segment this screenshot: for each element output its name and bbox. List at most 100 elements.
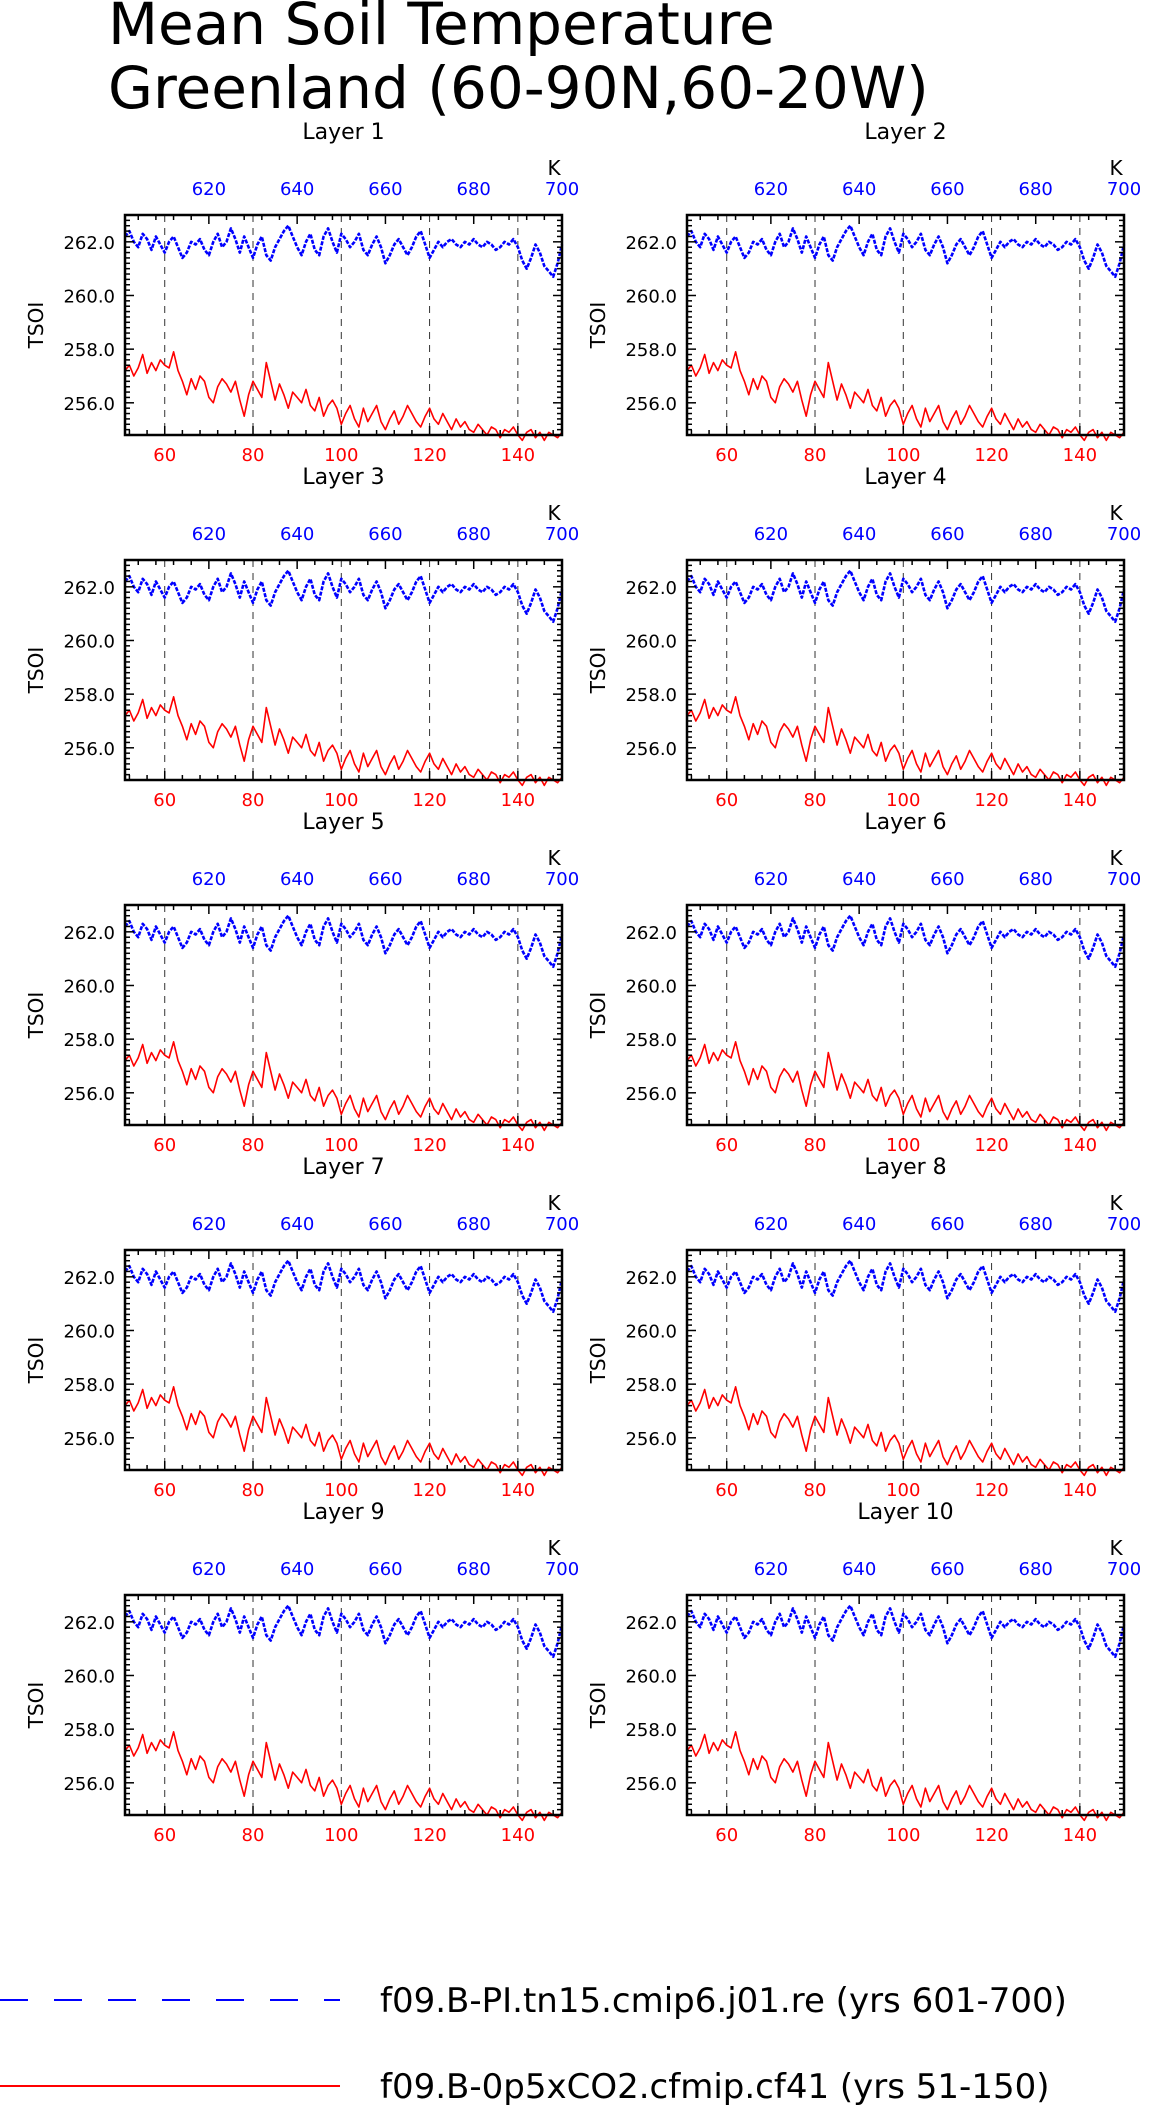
y-tick-label: 260.0 — [63, 976, 115, 997]
y-tick-label: 262.0 — [625, 578, 677, 599]
top-x-tick-label: 640 — [280, 179, 314, 200]
top-x-tick-label: 640 — [280, 869, 314, 890]
y-tick-label: 256.0 — [63, 394, 115, 415]
y-tick-label: 258.0 — [63, 1720, 115, 1741]
top-x-tick-label: 620 — [192, 179, 226, 200]
plot-frame — [685, 213, 1126, 437]
top-x-tick-label: 620 — [754, 1214, 788, 1235]
y-tick-label: 256.0 — [625, 394, 677, 415]
top-x-tick-label: 660 — [368, 1214, 402, 1235]
panel-title: Layer 4 — [864, 465, 946, 490]
x-tick-label: 60 — [715, 1135, 738, 1156]
y-tick-label: 256.0 — [63, 1084, 115, 1105]
y-tick-label: 256.0 — [63, 1429, 115, 1450]
x-tick-label: 60 — [153, 1135, 176, 1156]
y-tick-label: 258.0 — [625, 1720, 677, 1741]
x-tick-label: 60 — [153, 1480, 176, 1501]
panel-title: Layer 7 — [302, 1155, 384, 1180]
x-tick-label: 60 — [715, 445, 738, 466]
y-tick-label: 260.0 — [63, 631, 115, 652]
panel-layer-9: Layer 9 256.0 258.0 260.0 262.0 TSOI 60 80 100 12… — [24, 1500, 579, 1846]
x-tick-label: 140 — [1063, 1135, 1097, 1156]
x-tick-label: 120 — [974, 790, 1008, 811]
y-axis-label: TSOI — [24, 302, 48, 350]
y-axis-label: TSOI — [24, 1682, 48, 1730]
top-x-tick-label: 680 — [457, 179, 491, 200]
x-tick-label: 140 — [501, 1480, 535, 1501]
y-tick-label: 262.0 — [625, 1268, 677, 1289]
x-tick-label: 120 — [974, 445, 1008, 466]
x-tick-label: 100 — [324, 445, 358, 466]
x-tick-label: 120 — [412, 1825, 446, 1846]
series-line-co2 — [124, 350, 563, 442]
y-tick-label: 256.0 — [63, 739, 115, 760]
x-tick-label: 80 — [804, 790, 827, 811]
y-tick-label: 258.0 — [625, 340, 677, 361]
panel-title: Layer 5 — [302, 810, 384, 835]
y-axis-label: TSOI — [586, 1337, 610, 1385]
x-tick-label: 80 — [242, 445, 265, 466]
top-x-tick-label: 660 — [368, 179, 402, 200]
x-tick-label: 60 — [715, 1480, 738, 1501]
top-x-tick-label: 640 — [842, 179, 876, 200]
x-tick-label: 140 — [1063, 1480, 1097, 1501]
series-line-pi — [685, 224, 1126, 279]
top-x-tick-label: 660 — [368, 524, 402, 545]
y-tick-label: 258.0 — [63, 1375, 115, 1396]
top-x-tick-label: 640 — [280, 1214, 314, 1235]
series-line-co2 — [124, 1041, 563, 1132]
series-line-co2 — [124, 1386, 563, 1477]
series-line-pi — [123, 914, 564, 969]
x-tick-label: 120 — [974, 1480, 1008, 1501]
top-x-tick-label: 640 — [280, 524, 314, 545]
panel-title: Layer 10 — [857, 1500, 953, 1525]
plot-frame — [685, 1593, 1126, 1817]
y-tick-label: 262.0 — [63, 1268, 115, 1289]
x-tick-label: 100 — [886, 445, 920, 466]
top-axis-unit: K — [547, 1536, 561, 1560]
x-tick-label: 120 — [412, 1135, 446, 1156]
panel-title: Layer 8 — [864, 1155, 946, 1180]
x-tick-label: 100 — [324, 790, 358, 811]
top-x-tick-label: 700 — [1107, 524, 1141, 545]
top-x-tick-label: 700 — [545, 1214, 579, 1235]
plot-frame — [123, 558, 564, 782]
top-axis-unit: K — [547, 1191, 561, 1215]
y-tick-label: 262.0 — [625, 923, 677, 944]
top-x-tick-label: 680 — [1019, 869, 1053, 890]
top-x-tick-label: 700 — [1107, 1214, 1141, 1235]
x-tick-label: 100 — [886, 1825, 920, 1846]
panel-layer-7: Layer 7 256.0 258.0 260.0 262.0 TSOI 60 80 100 12… — [24, 1155, 579, 1501]
top-x-tick-label: 620 — [754, 1559, 788, 1580]
x-tick-label: 140 — [501, 1825, 535, 1846]
x-tick-label: 80 — [242, 1135, 265, 1156]
y-tick-label: 262.0 — [63, 923, 115, 944]
chart-title-line-2: Greenland (60-90N,60-20W) — [108, 54, 929, 122]
legend: f09.B-PI.tn15.cmip6.j01.re (yrs 601-700)… — [0, 1981, 1067, 2107]
y-axis-label: TSOI — [24, 1337, 48, 1385]
series-line-co2 — [686, 1041, 1125, 1132]
x-tick-label: 100 — [324, 1825, 358, 1846]
top-x-tick-label: 640 — [280, 1559, 314, 1580]
y-axis-label: TSOI — [586, 1682, 610, 1730]
y-tick-label: 260.0 — [625, 976, 677, 997]
x-tick-label: 80 — [242, 790, 265, 811]
y-tick-label: 260.0 — [625, 286, 677, 307]
top-x-tick-label: 700 — [1107, 1559, 1141, 1580]
top-x-tick-label: 660 — [930, 524, 964, 545]
top-x-tick-label: 660 — [368, 1559, 402, 1580]
x-tick-label: 100 — [324, 1480, 358, 1501]
y-tick-label: 262.0 — [63, 1613, 115, 1634]
top-axis-unit: K — [1109, 501, 1123, 525]
plot-frame — [123, 1593, 564, 1817]
top-x-tick-label: 700 — [545, 869, 579, 890]
top-x-tick-label: 640 — [842, 869, 876, 890]
series-line-pi — [685, 1604, 1126, 1658]
x-tick-label: 60 — [153, 445, 176, 466]
series-line-co2 — [686, 695, 1125, 787]
x-tick-label: 140 — [1063, 445, 1097, 466]
panel-layer-10: Layer 10 256.0 258.0 260.0 262.0 TSOI 60 80 100 1… — [586, 1500, 1141, 1846]
y-tick-label: 262.0 — [63, 578, 115, 599]
top-x-tick-label: 660 — [930, 869, 964, 890]
